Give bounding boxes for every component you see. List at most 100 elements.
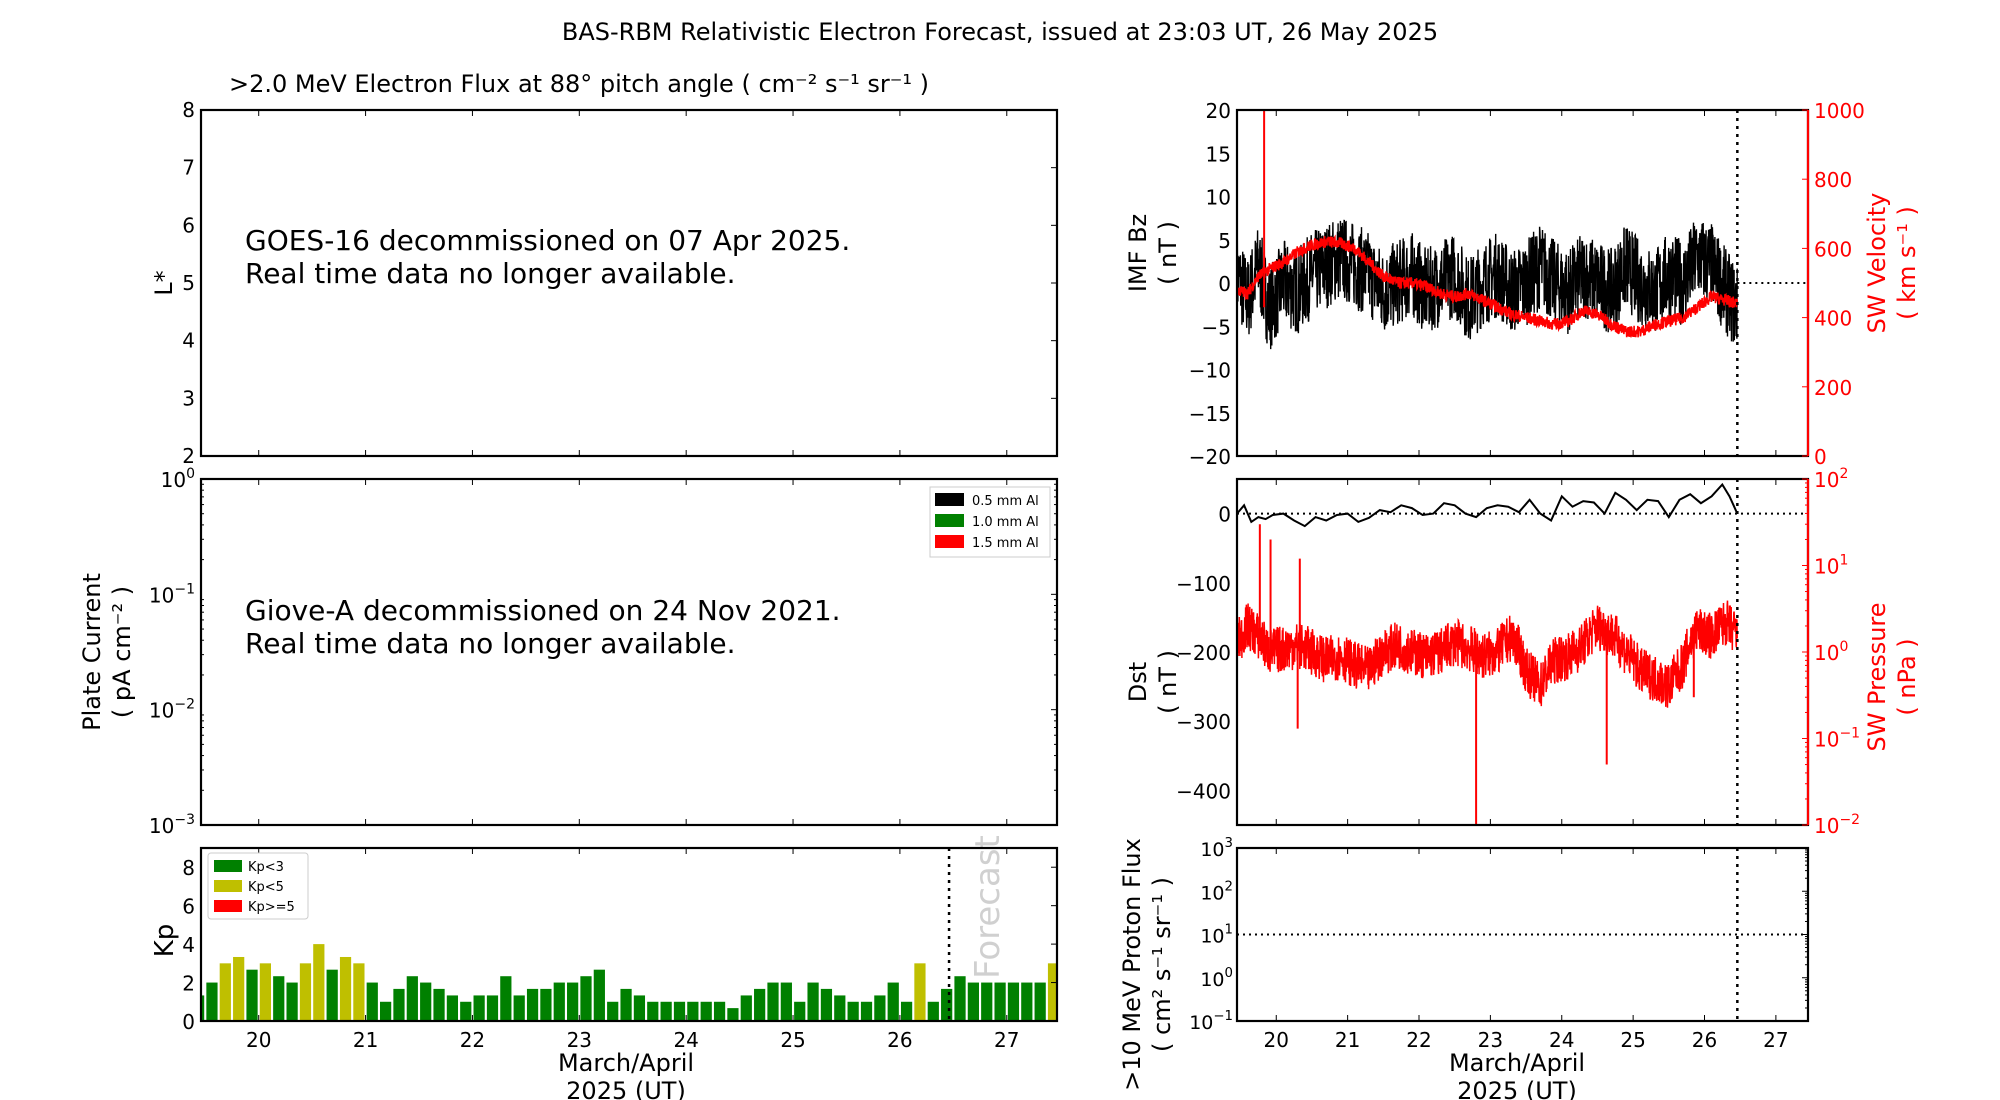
legend-swatch — [214, 900, 242, 912]
proton-flux-panel: 10−1 100 101 102 103 20 21 22 23 24 25 26 27 >10 MeV … — [1118, 836, 1810, 1100]
kp-bar — [366, 982, 378, 1021]
electron-flux-title: >2.0 MeV Electron Flux at 88° pitch angl… — [229, 70, 929, 98]
kp-bar — [433, 988, 445, 1021]
kp-bar — [914, 963, 926, 1021]
kp-bar — [513, 995, 525, 1021]
kp-bar — [580, 976, 592, 1021]
kp-bar — [620, 988, 632, 1021]
x-tick-label: 23 — [567, 1028, 592, 1052]
kp-bar — [313, 944, 325, 1021]
kp-bar — [553, 982, 565, 1021]
kp-bar — [834, 995, 846, 1021]
kp-bar — [660, 1001, 672, 1021]
y-tick-label: 0 — [182, 1010, 195, 1034]
plate-current-panel: 100 10−1 10−2 10−3 Plate Current( pA cm⁻² ) 0… — [78, 466, 1059, 838]
y-tick-label: 10−1 — [1189, 1009, 1233, 1034]
kp-bar — [326, 969, 338, 1021]
x-tick-label: 22 — [1406, 1028, 1431, 1052]
sw-velocity-ylabel: SW Velocity( km s⁻¹ ) — [1863, 193, 1921, 334]
kp-bar — [647, 1001, 659, 1021]
decommission-message: Real time data no longer available. — [245, 257, 736, 290]
kp-bar — [1021, 982, 1033, 1021]
y-tick-label: 7 — [182, 156, 195, 180]
kp-bar — [633, 995, 646, 1021]
x-tick-label: 20 — [246, 1028, 271, 1052]
x-tick-label: 26 — [887, 1028, 912, 1052]
sw-pressure-ylabel: SW Pressure( nPa ) — [1863, 602, 1921, 751]
y-tick-label: −20 — [1189, 445, 1231, 469]
kp-bar — [927, 1001, 939, 1021]
x-axis-label: March/April — [1449, 1049, 1585, 1077]
proton-flux-ylabel: >10 MeV Proton Flux( cm² s⁻¹ sr⁻¹ ) — [1118, 838, 1176, 1091]
kp-bar — [740, 995, 752, 1021]
y2-tick-label: 102 — [1814, 466, 1848, 492]
y-tick-label: 10 — [1206, 186, 1231, 210]
y-tick-label: 8 — [182, 856, 195, 880]
legend-label: Kp<5 — [248, 880, 284, 895]
kp-bar — [526, 988, 539, 1021]
y2-tick-label: 800 — [1814, 168, 1852, 192]
kp-bar — [201, 995, 205, 1021]
kp-bar — [860, 1001, 873, 1021]
y-tick-label: 4 — [182, 933, 195, 957]
x-axis-label: 2025 (UT) — [566, 1077, 686, 1100]
y2-tick-label: 10−1 — [1814, 726, 1860, 752]
sw-pressure-line — [1236, 600, 1738, 708]
kp-axes — [199, 846, 1059, 1023]
kp-bar — [380, 1001, 392, 1021]
x-tick-label: 25 — [1620, 1028, 1645, 1052]
kp-bar — [981, 982, 993, 1021]
x-tick-label: 23 — [1478, 1028, 1503, 1052]
kp-ylabel: Kp — [150, 924, 180, 958]
x-tick-label: 24 — [1549, 1028, 1574, 1052]
y2-tick-label: 200 — [1814, 376, 1852, 400]
y-tick-label: −200 — [1176, 641, 1231, 665]
kp-bar — [233, 956, 245, 1021]
kp-bar — [1034, 982, 1046, 1021]
y2-tick-label: 101 — [1814, 553, 1848, 579]
y-tick-label: 6 — [182, 895, 195, 919]
y2-tick-label: 100 — [1814, 639, 1848, 665]
kp-bar — [607, 1001, 619, 1021]
kp-bar — [887, 982, 899, 1021]
y-tick-label: 102 — [1200, 879, 1233, 904]
y-tick-label: 4 — [182, 329, 195, 353]
legend-swatch — [214, 880, 242, 892]
kp-bar — [967, 982, 979, 1021]
y-tick-label: 10−3 — [149, 812, 195, 838]
kp-bar — [219, 963, 231, 1021]
kp-bar — [540, 988, 552, 1021]
kp-bar — [259, 963, 271, 1021]
kp-bar — [941, 988, 953, 1021]
y-tick-label: −15 — [1189, 402, 1231, 426]
x-tick-label: 26 — [1692, 1028, 1717, 1052]
kp-bar — [420, 982, 432, 1021]
y-tick-label: −300 — [1176, 710, 1231, 734]
kp-bar — [473, 995, 485, 1021]
y-tick-label: −10 — [1189, 359, 1231, 383]
y-tick-label: 10−2 — [149, 697, 195, 723]
y-tick-label: 15 — [1206, 142, 1231, 166]
legend-label: Kp>=5 — [248, 900, 295, 915]
x-tick-label: 21 — [353, 1028, 378, 1052]
y-tick-label: 3 — [182, 386, 195, 410]
kp-bars — [201, 944, 1057, 1021]
x-tick-label: 27 — [1763, 1028, 1788, 1052]
x-tick-label: 21 — [1335, 1028, 1360, 1052]
kp-bar — [593, 969, 605, 1021]
kp-bar — [393, 988, 405, 1021]
x-tick-label: 24 — [673, 1028, 698, 1052]
y-tick-label: 103 — [1200, 836, 1233, 861]
y-tick-label: 2 — [182, 972, 195, 996]
kp-bar — [339, 956, 352, 1021]
y-tick-label: 20 — [1206, 99, 1231, 123]
y2-tick-label: 1000 — [1814, 99, 1865, 123]
dst-ylabel: Dst( nT ) — [1124, 650, 1182, 714]
kp-bar — [847, 1001, 859, 1021]
kp-bar — [807, 982, 819, 1021]
kp-bar — [954, 976, 966, 1021]
y-tick-label: −400 — [1176, 779, 1231, 803]
y-tick-label: 5 — [1218, 229, 1231, 253]
kp-bar — [713, 1001, 726, 1021]
